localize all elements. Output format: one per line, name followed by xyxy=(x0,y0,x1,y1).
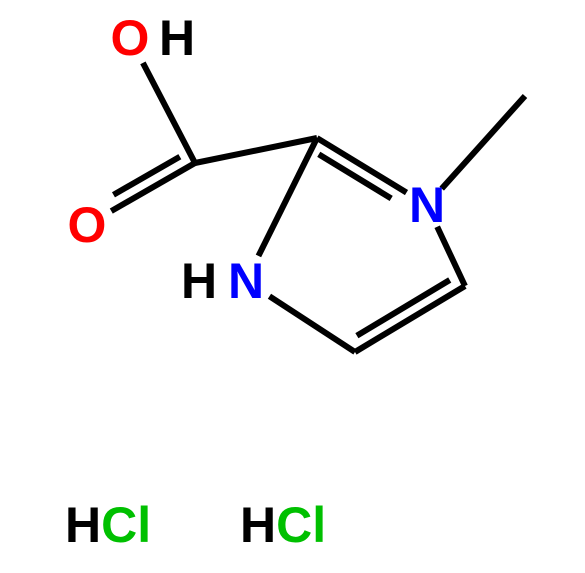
atom-label: N xyxy=(409,177,445,233)
bond xyxy=(269,296,355,352)
atom-label: O xyxy=(111,10,150,66)
bond xyxy=(442,96,525,189)
atom-label: O xyxy=(68,197,107,253)
molecule-diagram: OOHNHNHClHCl xyxy=(0,0,585,573)
bond xyxy=(258,138,317,256)
salt-label: HCl xyxy=(65,497,151,553)
salt-label: HCl xyxy=(240,497,326,553)
bond xyxy=(357,280,450,336)
atom-label: N xyxy=(228,253,264,309)
bond xyxy=(195,138,317,163)
bond xyxy=(317,138,407,193)
bond xyxy=(355,286,465,352)
bond xyxy=(143,63,195,163)
bond xyxy=(437,227,465,286)
atom-label: H xyxy=(159,10,195,66)
atom-label: H xyxy=(181,253,217,309)
